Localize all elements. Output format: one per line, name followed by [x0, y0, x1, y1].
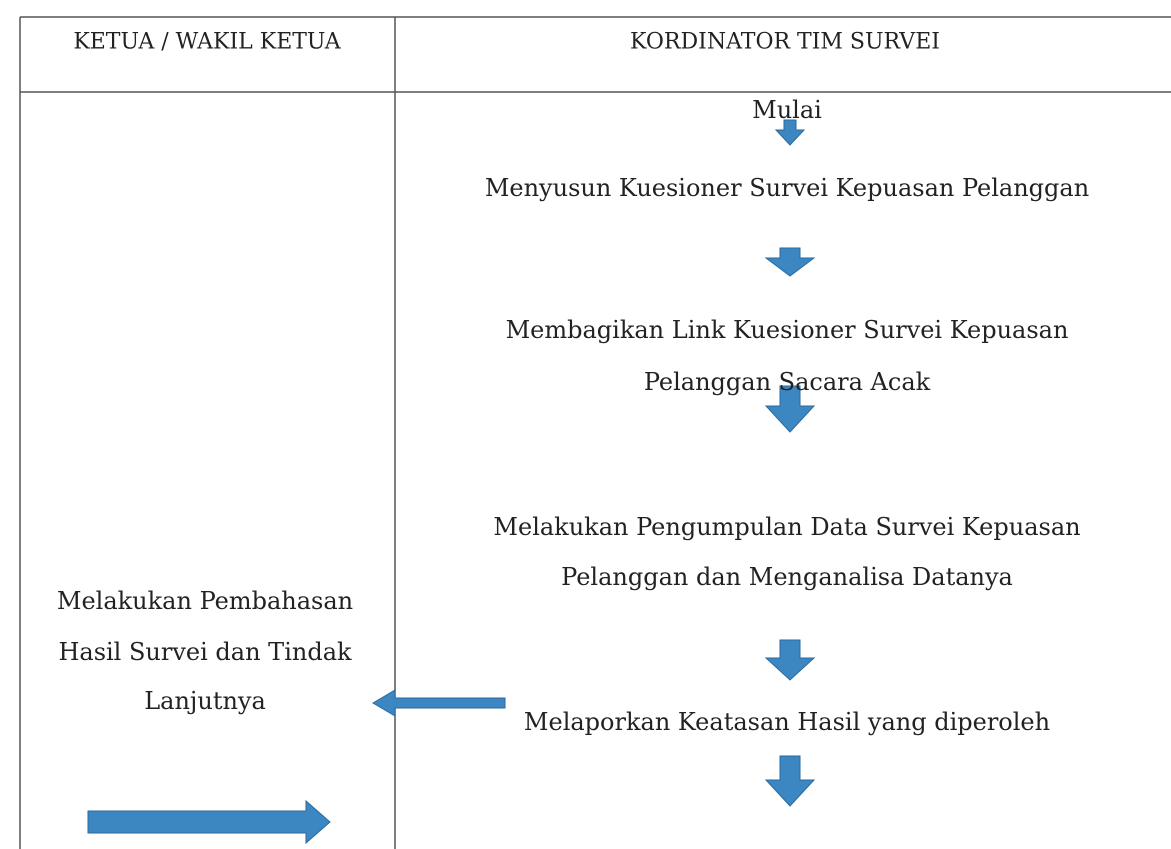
step-line: Pelanggan Sacara Acak [643, 368, 931, 396]
arrow-left [372, 689, 506, 717]
header-right: KORDINATOR TIM SURVEI [630, 29, 940, 55]
arrow-right [87, 799, 331, 845]
left-step-line: Hasil Survei dan Tindak [58, 638, 352, 666]
arrow-down [774, 119, 806, 146]
left-step-line: Melakukan Pembahasan [56, 587, 354, 615]
header-left: KETUA / WAKIL KETUA [73, 29, 341, 55]
step-line: Membagikan Link Kuesioner Survei Kepuasa… [505, 316, 1069, 344]
step-line: Melaporkan Keatasan Hasil yang diperoleh [523, 708, 1051, 736]
step-line: Pelanggan dan Menganalisa Datanya [561, 563, 1013, 591]
arrow-down [764, 385, 816, 433]
step-line: Mulai [752, 96, 822, 124]
arrow-down [764, 639, 816, 681]
step-line: Menyusun Kuesioner Survei Kepuasan Pelan… [484, 174, 1090, 202]
arrow-down [764, 755, 816, 807]
arrow-down [764, 247, 816, 277]
step-line: Melakukan Pengumpulan Data Survei Kepuas… [493, 513, 1081, 541]
left-step-line: Lanjutnya [144, 687, 266, 715]
